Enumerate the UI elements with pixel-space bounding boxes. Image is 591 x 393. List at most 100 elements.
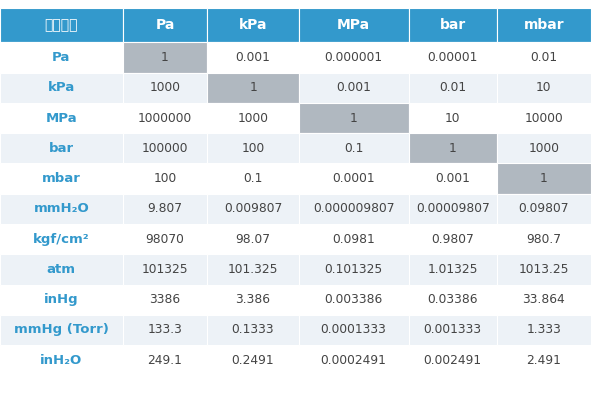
Bar [298,8,408,42]
Bar [298,73,408,103]
Bar [298,194,408,224]
Text: 101.325: 101.325 [228,263,278,276]
Text: 1.01325: 1.01325 [427,263,478,276]
Bar [408,315,496,345]
Text: mmHg (Torr): mmHg (Torr) [14,323,109,336]
Text: 0.0001: 0.0001 [332,172,375,185]
Bar [207,163,298,194]
Text: 100: 100 [242,142,265,155]
Text: mbar: mbar [42,172,81,185]
Bar [207,254,298,285]
Bar [408,8,496,42]
Bar [122,315,207,345]
Bar [0,103,122,133]
Bar [496,285,591,315]
Text: 10000: 10000 [524,112,563,125]
Text: 标准单位: 标准单位 [44,18,78,32]
Text: 0.0001333: 0.0001333 [321,323,387,336]
Bar [496,345,591,375]
Text: 98.07: 98.07 [236,233,271,246]
Bar [298,285,408,315]
Text: 0.1333: 0.1333 [232,323,274,336]
Text: 0.09807: 0.09807 [518,202,569,215]
Bar [496,224,591,254]
Text: 0.01: 0.01 [530,51,557,64]
Bar [122,194,207,224]
Text: Pa: Pa [155,18,175,32]
Text: kPa: kPa [239,18,267,32]
Bar [0,194,122,224]
Bar [207,345,298,375]
Bar [298,103,408,133]
Bar [408,254,496,285]
Text: 0.001: 0.001 [236,51,271,64]
Text: 133.3: 133.3 [148,323,183,336]
Text: 9.807: 9.807 [148,202,183,215]
Bar [207,224,298,254]
Text: 0.001: 0.001 [336,81,371,94]
Bar [122,103,207,133]
Text: 101325: 101325 [142,263,189,276]
Text: atm: atm [47,263,76,276]
Bar [408,285,496,315]
Text: 0.000001: 0.000001 [324,51,383,64]
Text: 0.0981: 0.0981 [332,233,375,246]
Bar [122,73,207,103]
Bar [207,73,298,103]
Text: MPa: MPa [337,18,370,32]
Text: 33.864: 33.864 [522,293,565,306]
Text: 0.1: 0.1 [243,172,263,185]
Text: 1: 1 [350,112,358,125]
Bar [207,133,298,163]
Text: 1: 1 [249,81,257,94]
Text: 0.000009807: 0.000009807 [313,202,394,215]
Bar [408,224,496,254]
Text: 0.009807: 0.009807 [224,202,282,215]
Text: 1.333: 1.333 [527,323,561,336]
Text: 98070: 98070 [145,233,184,246]
Text: 1000: 1000 [238,112,268,125]
Text: 3386: 3386 [150,293,181,306]
Text: 100: 100 [154,172,177,185]
Text: 10: 10 [445,112,460,125]
Bar [207,194,298,224]
Text: kPa: kPa [48,81,75,94]
Text: 1000: 1000 [150,81,180,94]
Bar [0,163,122,194]
Text: 0.002491: 0.002491 [424,354,482,367]
Text: bar: bar [440,18,466,32]
Bar [408,163,496,194]
Bar [0,73,122,103]
Bar [496,73,591,103]
Bar [0,133,122,163]
Bar [0,345,122,375]
Text: 100000: 100000 [142,142,189,155]
Text: 1000000: 1000000 [138,112,192,125]
Text: 0.9807: 0.9807 [431,233,474,246]
Text: Pa: Pa [52,51,70,64]
Text: 0.001333: 0.001333 [424,323,482,336]
Bar [298,254,408,285]
Bar [298,345,408,375]
Text: 249.1: 249.1 [148,354,183,367]
Bar [0,315,122,345]
Text: kgf/cm²: kgf/cm² [33,233,90,246]
Bar [408,194,496,224]
Text: 1: 1 [449,142,457,155]
Bar [408,42,496,73]
Text: 3.386: 3.386 [236,293,271,306]
Bar [496,103,591,133]
Bar [122,285,207,315]
Bar [0,285,122,315]
Text: 0.1: 0.1 [344,142,363,155]
Bar [298,224,408,254]
Text: 0.00001: 0.00001 [427,51,478,64]
Text: mmH₂O: mmH₂O [34,202,89,215]
Bar [0,224,122,254]
Text: 0.001: 0.001 [435,172,470,185]
Text: bar: bar [48,142,74,155]
Text: MPa: MPa [46,112,77,125]
Bar [122,133,207,163]
Bar [496,8,591,42]
Text: inHg: inHg [44,293,79,306]
